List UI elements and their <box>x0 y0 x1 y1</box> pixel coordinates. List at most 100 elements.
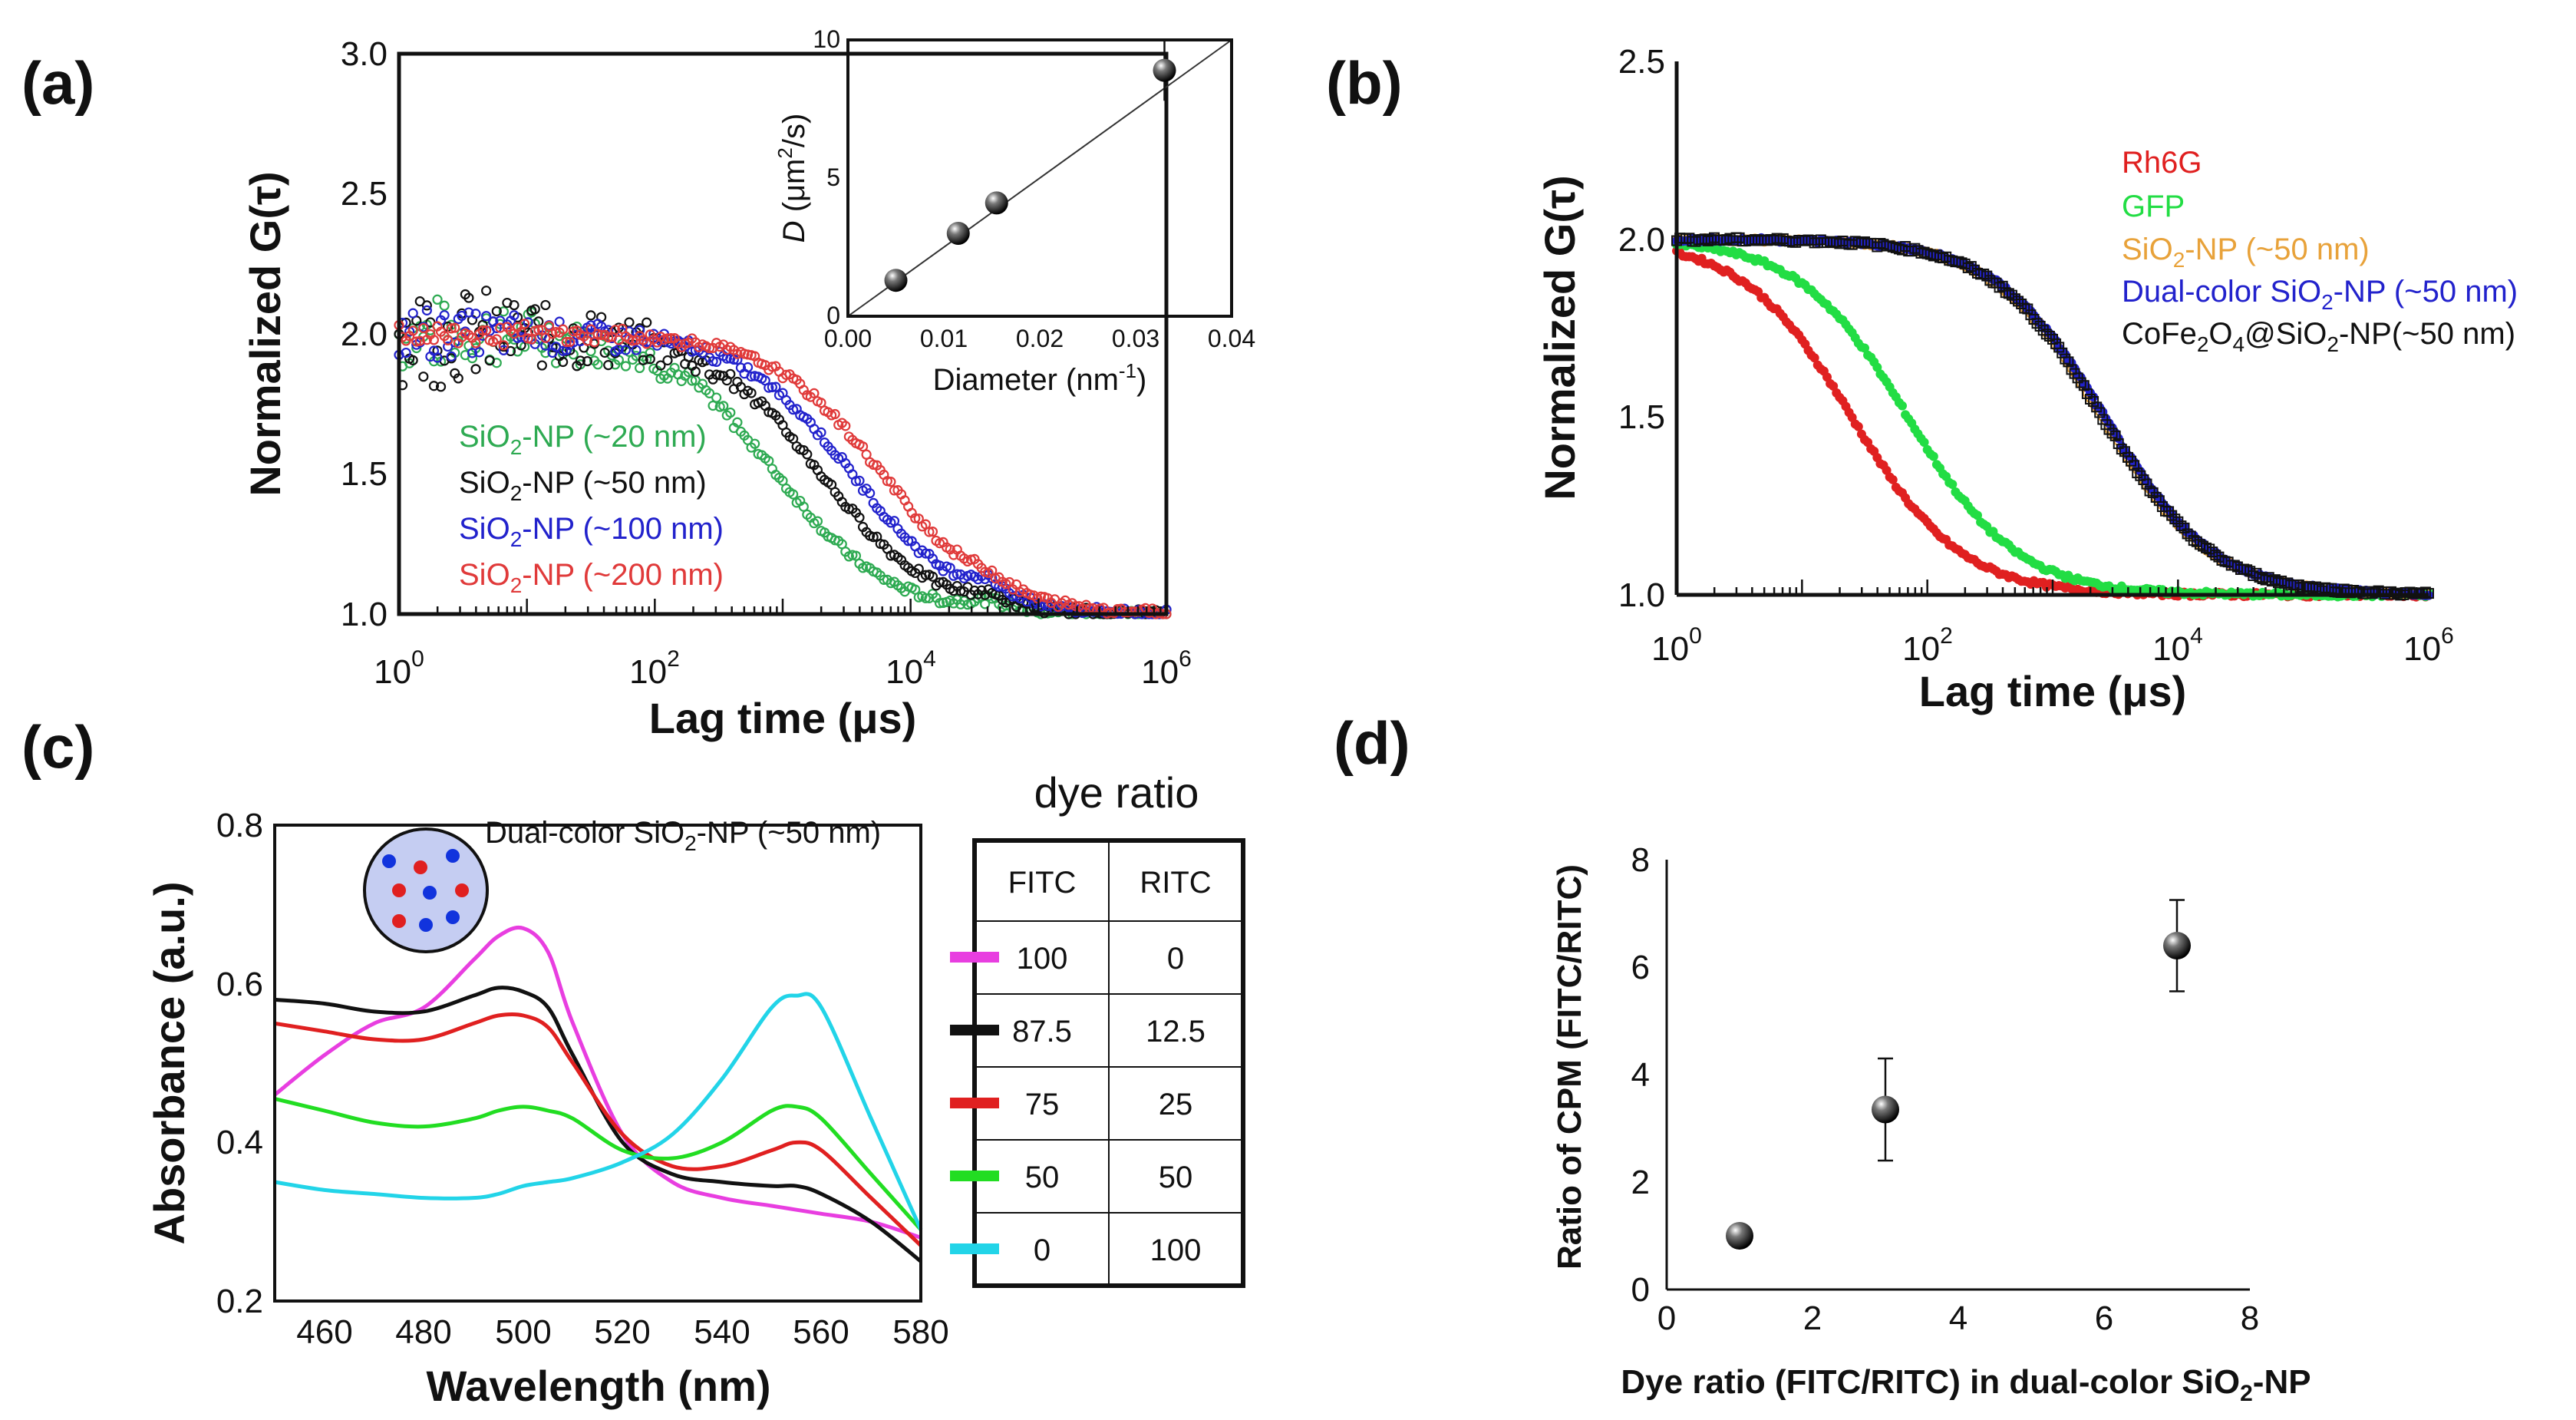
c-xtick: 540 <box>694 1313 750 1351</box>
d-data-point <box>1726 1222 1753 1250</box>
a-legend-item: SiO2-NP (~100 nm) <box>459 512 724 551</box>
table-cell-fitc: 87.5 <box>1012 1015 1072 1048</box>
c-ytick: 0.6 <box>216 966 263 1003</box>
table-cell-ritc: 50 <box>1159 1161 1193 1194</box>
table-cell-fitc: 100 <box>1017 942 1068 976</box>
b-legend-item: CoFe2O4@SiO2-NP(~50 nm) <box>2122 317 2515 356</box>
b-legend-item: Dual-color SiO2-NP (~50 nm) <box>2122 275 2518 314</box>
d-xtick: 0 <box>1657 1299 1676 1337</box>
table-cell-ritc: 0 <box>1167 942 1184 976</box>
inset-data-point <box>947 222 970 245</box>
panel-d-y-axis-title: Ratio of CPM (FITC/RITC) <box>1551 864 1588 1270</box>
a-data-point <box>409 309 417 318</box>
panel-a-y-axis-title: Normalized G(τ) <box>241 171 289 496</box>
a-ytick: 2.5 <box>341 175 388 213</box>
panel-c-absorbance-curves <box>275 927 921 1261</box>
c-series-line <box>275 1099 921 1230</box>
panel-a-inset: 0 5 10 0.00 0.01 0.02 0.03 0.04 Diameter… <box>773 25 1255 397</box>
b-data-point <box>1921 438 1928 446</box>
d-ytick: 6 <box>1631 949 1650 986</box>
a-data-point <box>419 372 427 381</box>
table-header-ritc: RITC <box>1140 866 1211 900</box>
panel-c: (c) 0.2 0.4 0.6 0.8 460 480 500 520 540 … <box>21 713 1243 1410</box>
b-ytick: 1.0 <box>1618 576 1665 614</box>
blue-dye-dot <box>419 918 433 932</box>
a-xtick: 100 <box>374 646 424 691</box>
red-dye-dot <box>414 860 427 874</box>
a-data-point <box>541 301 549 309</box>
d-ytick: 2 <box>1631 1164 1650 1201</box>
dual-color-nanoparticle-illustration: Dual-color SiO2-NP (~50 nm) <box>364 816 881 952</box>
panel-d-points <box>1726 900 2191 1250</box>
c-xtick: 500 <box>495 1313 551 1351</box>
a-data-point <box>440 302 449 310</box>
d-ytick: 8 <box>1631 841 1650 879</box>
c-xtick: 480 <box>395 1313 451 1351</box>
inset-xtick: 0.01 <box>920 325 968 352</box>
a-data-point <box>642 319 651 327</box>
b-ytick: 2.0 <box>1618 221 1665 259</box>
d-data-point <box>1872 1096 1899 1124</box>
a-xtick: 106 <box>1141 646 1192 691</box>
panel-a-y-tick-labels: 1.0 1.5 2.0 2.5 3.0 <box>341 35 388 633</box>
inset-x-axis-title: Diameter (nm-1) <box>933 359 1147 397</box>
inset-points <box>848 40 1232 316</box>
b-legend-item: Rh6G <box>2122 146 2202 180</box>
table-cell-fitc: 0 <box>1034 1233 1051 1267</box>
table-cell-ritc: 25 <box>1159 1088 1193 1121</box>
d-ytick: 0 <box>1631 1271 1650 1309</box>
panel-a-x-tick-labels: 100 102 104 106 <box>374 646 1192 691</box>
table-cell-ritc: 12.5 <box>1146 1015 1206 1048</box>
b-xtick: 104 <box>2152 623 2203 668</box>
a-data-point <box>538 362 546 370</box>
blue-dye-dot <box>446 910 460 924</box>
table-header-fitc: FITC <box>1008 866 1077 900</box>
panel-a-x-axis-title: Lag time (μs) <box>649 694 917 742</box>
panel-c-label: (c) <box>21 713 94 781</box>
b-legend-item: GFP <box>2122 190 2185 223</box>
panel-b-x-axis-title: Lag time (μs) <box>1919 667 2187 715</box>
b-xtick: 100 <box>1651 623 1702 668</box>
b-data-point <box>1948 480 1956 488</box>
d-xtick: 4 <box>1949 1299 1967 1337</box>
a-legend-item: SiO2-NP (~50 nm) <box>459 466 707 505</box>
blue-dye-dot <box>382 854 396 868</box>
b-xtick: 102 <box>1902 623 1953 668</box>
a-data-point <box>434 296 442 304</box>
c-xtick: 580 <box>892 1313 948 1351</box>
table-cell-fitc: 50 <box>1025 1161 1060 1194</box>
a-data-point <box>712 394 721 402</box>
panel-d-x-axis-title: Dye ratio (FITC/RITC) in dual-color SiO2… <box>1621 1363 2310 1406</box>
a-xtick: 102 <box>629 646 680 691</box>
panel-a: (a) 1.0 1.5 2.0 2.5 3.0 100 102 104 106 … <box>21 25 1255 742</box>
a-ytick: 2.0 <box>341 315 388 353</box>
inset-ytick: 5 <box>826 163 840 191</box>
dye-ratio-table: dye ratio FITC RITC 100 0 87.5 12.5 75 2… <box>950 768 1243 1286</box>
d-xtick: 2 <box>1803 1299 1822 1337</box>
table-cell-ritc: 100 <box>1150 1233 1202 1267</box>
a-data-point <box>482 286 490 295</box>
a-legend-item: SiO2-NP (~20 nm) <box>459 420 707 459</box>
blue-dye-dot <box>423 886 437 900</box>
b-data-point <box>1889 476 1897 484</box>
blue-dye-dot <box>446 849 460 863</box>
b-legend-item: SiO2-NP (~50 nm) <box>2122 233 2370 272</box>
a-data-point <box>472 365 480 373</box>
a-ytick: 1.5 <box>341 455 388 493</box>
b-data-point <box>1898 402 1906 410</box>
panel-b-label: (b) <box>1326 49 1403 117</box>
table-cell-fitc: 75 <box>1025 1088 1060 1121</box>
d-xtick: 8 <box>2241 1299 2259 1337</box>
a-xtick: 104 <box>886 646 936 691</box>
c-ytick: 0.2 <box>216 1283 263 1320</box>
c-series-line <box>275 1014 921 1245</box>
panel-d-label: (d) <box>1334 709 1410 777</box>
b-xtick: 106 <box>2403 623 2454 668</box>
a-data-point <box>622 362 630 371</box>
inset-data-point <box>1153 59 1176 82</box>
b-data-point <box>1930 453 1938 461</box>
panel-b-legend: Rh6G GFP SiO2-NP (~50 nm) Dual-color SiO… <box>2122 146 2518 356</box>
c-series-line <box>275 988 921 1262</box>
panel-a-label: (a) <box>21 49 94 117</box>
panel-c-y-axis-title: Absorbance (a.u.) <box>145 882 193 1245</box>
